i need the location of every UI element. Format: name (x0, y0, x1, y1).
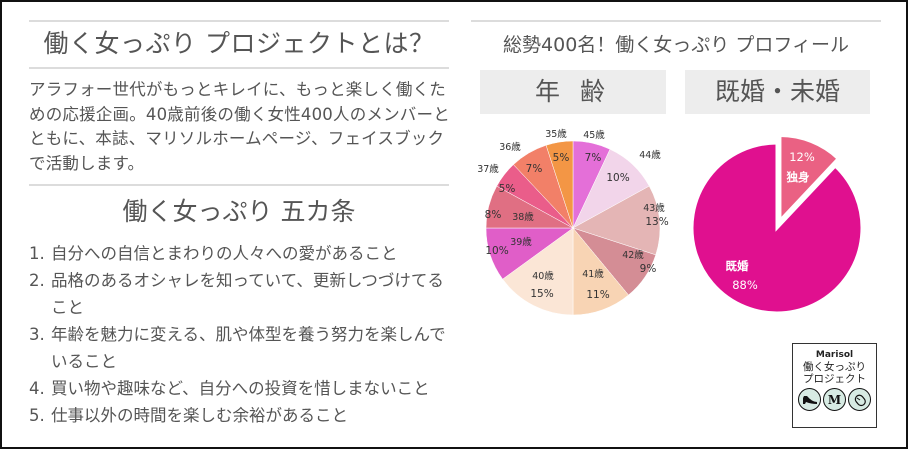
rule-number: 2. (29, 271, 45, 290)
rule-text: 自分への自信とまわりの人々への愛があること (51, 244, 398, 263)
pie-label: 10% (606, 172, 629, 184)
divider (29, 20, 449, 22)
pie-label: 40歳 (532, 270, 554, 282)
rule-number: 1. (29, 244, 45, 263)
pie-slice (690, 141, 864, 315)
rule-item: 2. 品格のあるオシャレを知っていて、更新しつづけてること (29, 267, 459, 321)
pie-label: 11% (586, 289, 609, 301)
pie-label: 41歳 (582, 268, 604, 280)
pie-label: 既婚 (726, 259, 749, 273)
marisol-logo: Marisol 働く女っぷり プロジェクト M (792, 343, 877, 428)
divider (29, 67, 449, 69)
project-intro: アラフォー世代がもっとキレイに、もっと楽しく働くための応援企画。40歳前後の働く… (29, 80, 450, 173)
pie-label: 5% (553, 152, 570, 164)
project-title: 働く女っぷり プロジェクトとは？ (43, 29, 435, 58)
shoe-icon (798, 388, 821, 411)
rule-text: 品格のあるオシャレを知っていて、更新しつづけてること (51, 271, 444, 317)
pie-label: 45歳 (583, 129, 605, 141)
logo-brand: Marisol (815, 350, 854, 360)
pie-label: 35歳 (545, 128, 567, 140)
pie-slice (572, 185, 661, 256)
divider (29, 184, 449, 186)
divider (471, 20, 881, 22)
pie-label: 9% (640, 263, 657, 275)
pie-label: 36歳 (499, 141, 521, 153)
pie-label: 7% (526, 163, 543, 175)
logo-line-2: プロジェクト (803, 373, 866, 385)
pie-label: 43歳 (643, 202, 665, 214)
rule-text: 買い物や趣味など、自分への投資を惜しまないこと (51, 379, 430, 398)
mouse-icon (848, 388, 871, 411)
pie-label: 15% (530, 288, 553, 300)
pie-label: 5% (499, 183, 516, 195)
rules-title: 働く女っぷり 五カ条 (122, 197, 356, 226)
m-letter-icon: M (823, 388, 846, 411)
rule-item: 1. 自分への自信とまわりの人々への愛があること (29, 240, 459, 267)
rule-text: 年齢を魅力に変える、肌や体型を養う努力を楽しんでいること (51, 325, 446, 371)
pie-label: 42歳 (622, 249, 644, 261)
pie-label: 独身 (787, 170, 810, 184)
marital-chart-label: 既婚・未婚 (685, 70, 870, 114)
rule-item: 4. 買い物や趣味など、自分への投資を惜しまないこと (29, 375, 459, 402)
pie-label: 7% (585, 152, 602, 164)
age-chart-label: 年 齢 (480, 70, 666, 114)
pie-label: 38歳 (512, 211, 534, 223)
pie-slice (502, 227, 574, 316)
pie-label: 12% (789, 150, 815, 164)
profile-title: 総勢400名！働く女っぷり プロフィール (503, 34, 849, 56)
pie-label: 8% (485, 209, 502, 221)
rule-number: 5. (29, 406, 45, 425)
pie-label: 37歳 (477, 163, 499, 175)
pie-label: 13% (645, 216, 668, 228)
rule-number: 3. (29, 325, 45, 344)
pie-label: 88% (732, 278, 758, 292)
rule-item: 3. 年齢を魅力に変える、肌や体型を養う努力を楽しんでいること (29, 321, 459, 375)
rule-number: 4. (29, 379, 45, 398)
pie-slice (545, 140, 574, 229)
rule-item: 5. 仕事以外の時間を楽しむ余裕があること (29, 402, 459, 429)
rule-text: 仕事以外の時間を楽しむ余裕があること (51, 406, 348, 425)
pie-slice (778, 134, 841, 225)
rules-list: 1. 自分への自信とまわりの人々への愛があること 2. 品格のあるオシャレを知ってい… (29, 240, 459, 429)
pie-label: 44歳 (639, 149, 661, 161)
pie-label: 10% (485, 245, 508, 257)
pie-label: 39歳 (510, 236, 532, 248)
logo-line-1: 働く女っぷり (803, 361, 866, 373)
